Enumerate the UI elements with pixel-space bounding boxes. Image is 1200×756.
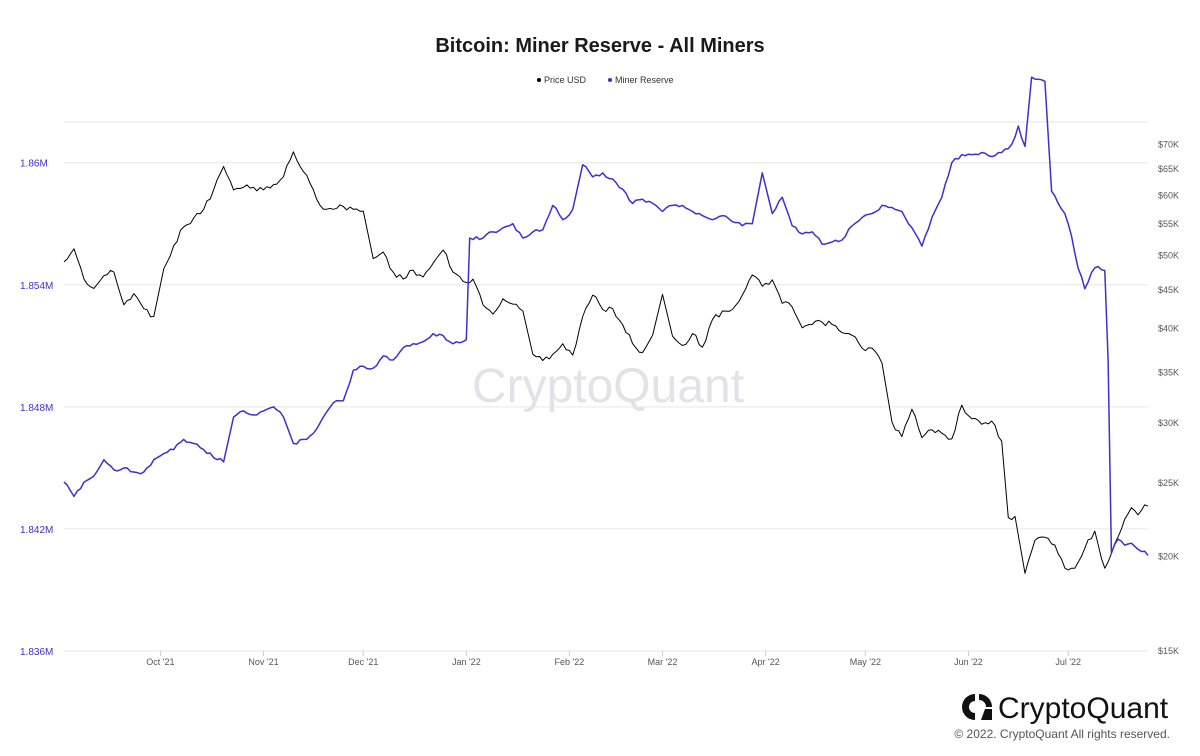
legend-marker-miner-reserve [608,78,612,82]
y-right-tick-label: $50K [1158,250,1179,260]
y-right-tick-label: $40K [1158,324,1179,334]
x-tick-label: Jul '22 [1055,657,1081,667]
x-tick-label: Oct '21 [146,657,174,667]
y-left-tick-label: 1.848M [20,403,53,414]
y-left-tick-label: 1.854M [20,281,53,292]
cryptoquant-logo-icon [962,694,992,720]
y-axis-right: $15K $20K $25K $30K $35K $40K $45K $50K $55K $60K… [1158,140,1179,656]
y-right-tick-label: $20K [1158,551,1179,561]
y-left-tick-label: 1.842M [20,525,53,536]
brand-logo: CryptoQuant [962,692,1169,725]
brand-name: CryptoQuant [998,692,1169,725]
legend-item-price[interactable]: Price USD [537,75,587,85]
y-right-tick-label: $15K [1158,646,1179,656]
legend-label-miner-reserve: Miner Reserve [615,75,674,85]
legend-marker-price [537,78,541,82]
x-tick-label: Nov '21 [248,657,278,667]
price-usd-line [63,151,1149,574]
y-right-tick-label: $35K [1158,368,1179,378]
y-right-tick-label: $30K [1158,418,1179,428]
y-right-tick-label: $65K [1158,164,1179,174]
y-right-tick-label: $70K [1158,140,1179,150]
copyright-text: © 2022. CryptoQuant All rights reserved. [954,727,1170,741]
x-axis: Oct '21 Nov '21 Dec '21 Jan '22 Feb '22 Mar '… [146,651,1081,667]
legend: Price USD Miner Reserve [537,75,674,85]
y-right-tick-label: $45K [1158,285,1179,295]
x-tick-label: Mar '22 [648,657,678,667]
legend-label-price: Price USD [544,75,587,85]
y-left-tick-label: 1.86M [20,159,48,170]
x-tick-label: Dec '21 [348,657,378,667]
y-axis-left: 1.836M 1.842M 1.848M 1.854M 1.86M [20,159,53,658]
watermark-text: CryptoQuant [472,360,744,413]
y-right-tick-label: $60K [1158,190,1179,200]
y-left-tick-label: 1.836M [20,647,53,658]
series-layer [63,76,1149,574]
miner-reserve-line [63,76,1149,556]
x-tick-label: May '22 [850,657,881,667]
x-tick-label: Feb '22 [555,657,585,667]
x-tick-label: Apr '22 [751,657,779,667]
x-tick-label: Jun '22 [954,657,983,667]
x-tick-label: Jan '22 [452,657,481,667]
y-right-tick-label: $55K [1158,219,1179,229]
chart-title: Bitcoin: Miner Reserve - All Miners [435,35,764,57]
y-right-tick-label: $25K [1158,478,1179,488]
grid-lines [64,121,1148,652]
legend-item-miner-reserve[interactable]: Miner Reserve [608,75,674,85]
